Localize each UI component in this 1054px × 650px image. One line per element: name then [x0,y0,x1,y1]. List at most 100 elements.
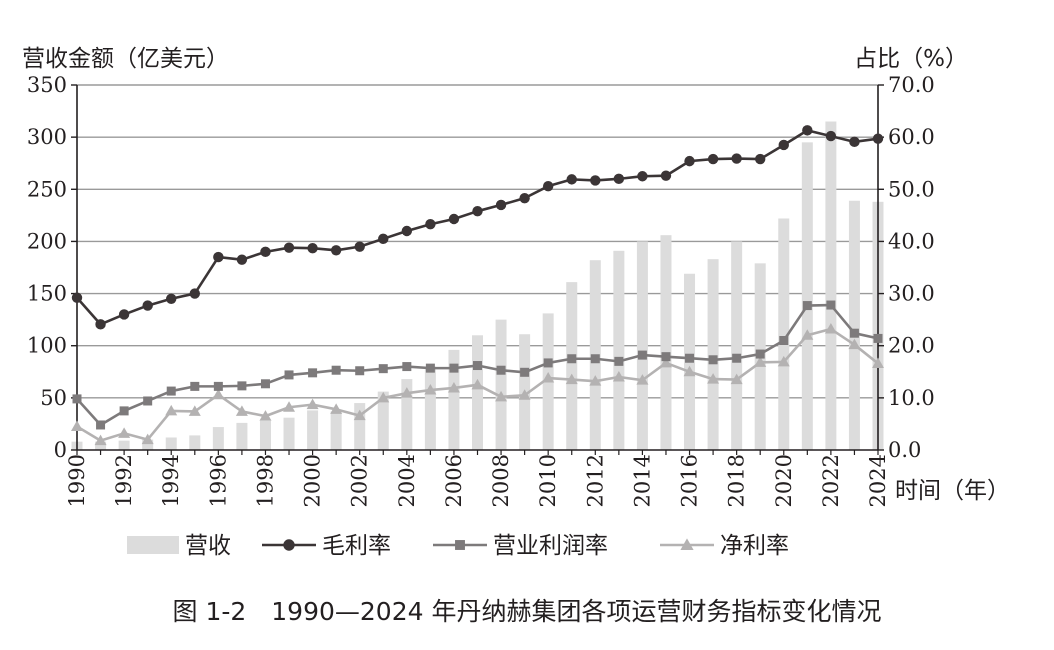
y-tick-label-right: 0.0 [888,438,921,462]
legend: 营收 毛利率 营业利润率 净利率 [127,533,789,559]
revenue-bar [401,379,413,450]
point-circle [495,199,507,211]
point-square [237,381,247,391]
point-square [496,365,506,375]
point-circle [566,174,577,185]
point-triangle [377,391,390,403]
point-circle [802,125,813,136]
revenue-bar [259,420,271,450]
point-circle [378,233,389,245]
point-circle [707,153,719,165]
revenue-bar [212,427,224,450]
point-triangle [165,404,178,416]
point-square [779,336,789,345]
y-tick-label-left: 100 [27,334,67,358]
point-square [331,365,341,375]
point-triangle [824,323,837,334]
revenue-bars [71,121,884,450]
y-tick-label-right: 10.0 [888,386,935,410]
x-tick-label: 1990 [65,454,89,507]
figure-caption: 图 1-2 1990—2024 年丹纳赫集团各项运营财务指标变化情况 [173,597,882,626]
point-triangle [636,374,649,385]
point-triangle [71,420,83,432]
revenue-bar [472,335,483,450]
point-triangle [306,398,319,410]
point-square [661,352,671,362]
y-tick-label-left: 250 [27,177,67,201]
revenue-bar [801,142,813,450]
point-circle [189,288,200,299]
point-square [567,354,577,364]
y-tick-label-left: 200 [27,229,67,253]
point-square [143,396,153,406]
revenue-bar [354,403,366,450]
point-circle [825,130,837,142]
point-circle [684,155,695,167]
legend-label: 营收 [185,533,231,559]
point-triangle [707,373,720,384]
point-circle [118,309,130,320]
point-circle [637,171,648,182]
revenue-bar [142,439,154,450]
revenue-bar [118,440,130,450]
y-tick-label-right: 40.0 [888,229,935,253]
x-tick-label: 1998 [253,454,277,507]
point-triangle [188,405,201,416]
y-tick-label-left: 350 [27,73,67,97]
point-triangle [612,371,625,382]
point-triangle [589,375,602,386]
point-triangle [141,433,154,445]
left-axis-title: 营收金额（亿美元） [22,46,229,72]
legend-marker [283,539,295,551]
point-square [849,328,859,338]
y-tick-label-left: 50 [40,386,67,410]
point-triangle [118,427,131,438]
revenue-bar [636,241,648,450]
point-square [685,353,695,363]
point-circle [401,225,413,237]
y-tick-label-left: 150 [27,282,67,306]
point-triangle [872,357,884,368]
point-triangle [447,381,460,393]
point-triangle [801,329,814,340]
revenue-bar [778,218,790,450]
revenue-bar [165,437,177,450]
point-square [520,367,530,377]
point-square [425,363,435,373]
revenue-bar [448,349,460,450]
point-square [637,350,647,360]
point-circle [260,246,271,258]
point-triangle [518,389,531,400]
revenue-bar [731,241,743,450]
point-triangle [777,355,790,367]
revenue-bar [424,366,436,450]
y-tick-label-left: 0 [54,438,67,462]
point-square [260,379,270,389]
point-square [284,370,294,380]
point-circle [731,153,742,164]
revenue-bar [495,319,507,450]
revenue-bar [283,417,295,450]
x-tick-label: 2008 [489,454,513,507]
point-square [873,333,883,343]
revenue-bar [566,282,578,450]
point-square [119,406,129,416]
point-circle [472,205,483,217]
right-axis-title: 占比（%） [854,46,968,72]
point-triangle [212,388,225,400]
point-circle [236,254,248,265]
legend-label: 净利率 [720,533,789,559]
point-square [190,381,200,391]
point-circle [166,293,177,304]
point-circle [542,180,554,192]
point-circle [330,245,342,256]
point-circle [213,251,224,263]
revenue-bar [330,411,342,450]
point-circle [660,170,672,181]
point-circle [872,133,884,144]
y-tick-label-right: 60.0 [888,125,935,149]
tick-labels: 0 50 100 150 200 250 300 350 0.0 10.0 20.0 30.0 40.0… [27,73,935,507]
point-triangle [235,405,248,416]
point-circle [849,136,860,148]
point-triangle [683,365,696,377]
